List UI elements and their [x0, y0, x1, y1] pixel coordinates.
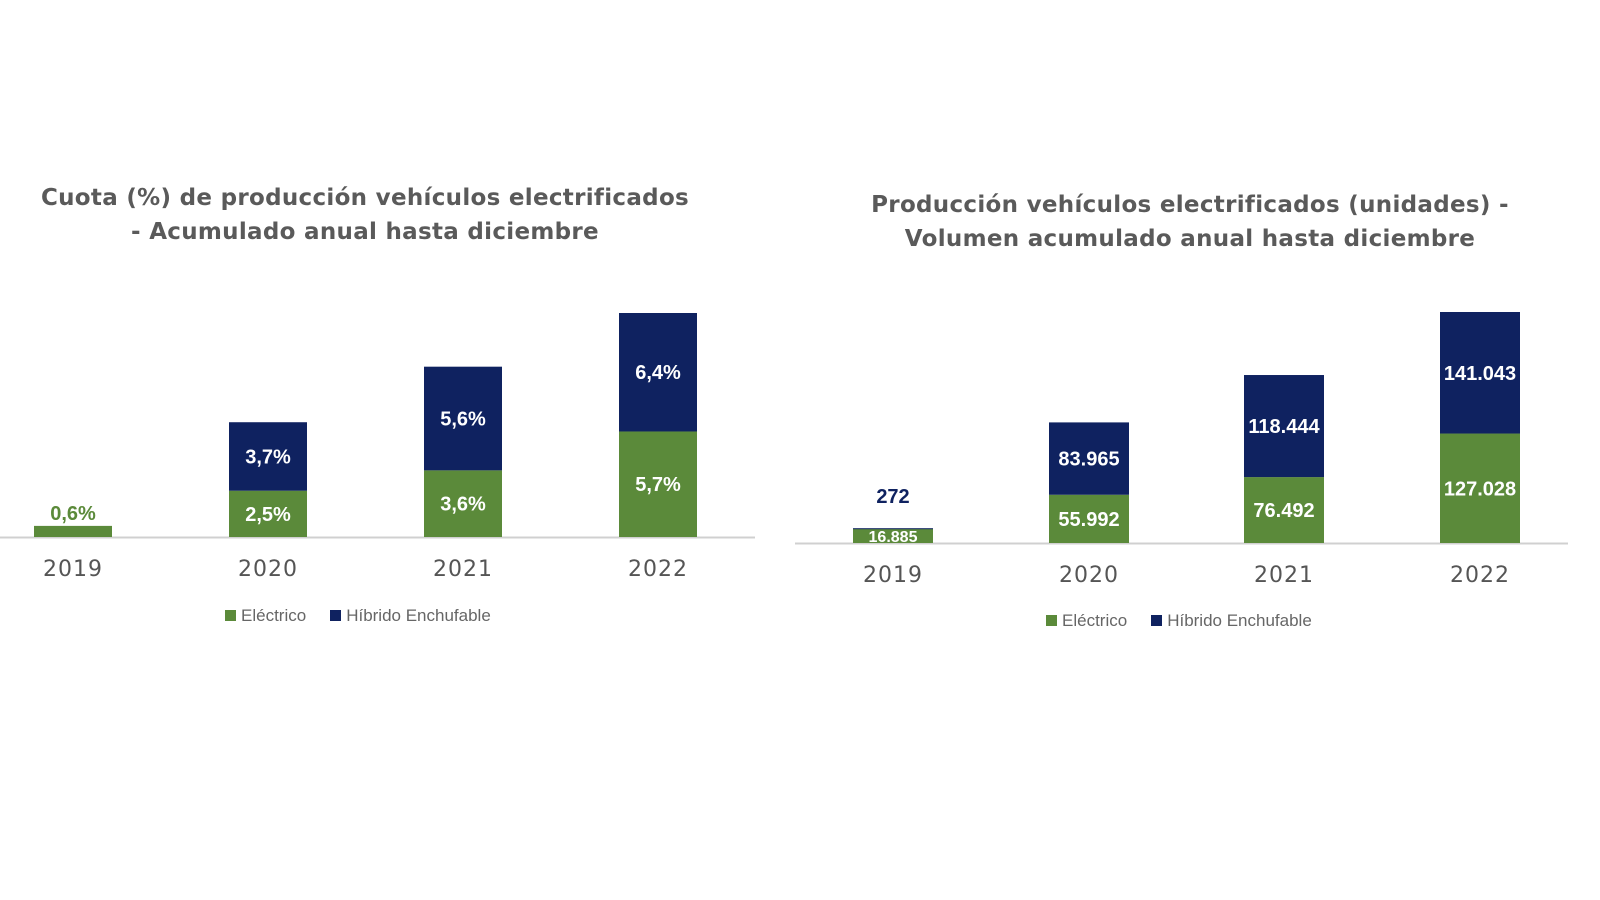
x-tick-label: 2022 — [628, 557, 688, 582]
legend-share: Eléctrico Híbrido Enchufable — [225, 606, 491, 626]
legend-item-hybrid: Híbrido Enchufable — [1151, 611, 1312, 631]
legend-label: Eléctrico — [241, 606, 307, 625]
bar-electric-2020 — [1049, 494, 1129, 543]
legend-label: Híbrido Enchufable — [346, 606, 491, 625]
x-tick-label: 2020 — [238, 557, 298, 582]
legend-label: Híbrido Enchufable — [1167, 611, 1312, 630]
bar-hybrid-2020 — [229, 422, 307, 491]
title-line: Volumen acumulado anual hasta diciembre — [904, 226, 1476, 252]
data-label: 6,4% — [635, 362, 681, 384]
chart-title-volume: Producción vehículos electrificados (uni… — [840, 188, 1540, 256]
legend-label: Eléctrico — [1062, 611, 1128, 630]
data-label: 16.885 — [869, 529, 918, 546]
x-tick-label: 2020 — [1059, 563, 1119, 588]
x-tick-label: 2019 — [43, 557, 103, 582]
legend-volume: Eléctrico Híbrido Enchufable — [1046, 611, 1312, 631]
legend-swatch-electric — [225, 610, 236, 621]
data-label: 2,5% — [245, 504, 291, 526]
legend-item-hybrid: Híbrido Enchufable — [330, 606, 491, 626]
bar-hybrid-2019 — [853, 528, 933, 530]
data-label: 0,6% — [50, 503, 96, 525]
legend-item-electric: Eléctrico — [225, 606, 306, 626]
bar-electric-2022 — [619, 431, 697, 537]
data-label: 5,7% — [635, 474, 681, 496]
data-label: 272 — [876, 486, 909, 508]
data-label: 118.444 — [1248, 416, 1320, 438]
bar-hybrid-2021 — [424, 366, 502, 471]
bar-electric-2022 — [1440, 433, 1520, 543]
chart-title-share: Cuota (%) de producción vehículos electr… — [20, 181, 710, 249]
x-tick-label: 2021 — [433, 557, 493, 582]
legend-swatch-hybrid — [1151, 615, 1163, 626]
data-label: 141.043 — [1444, 363, 1516, 385]
title-line: Producción vehículos electrificados (uni… — [871, 192, 1509, 218]
data-label: 76.492 — [1253, 500, 1314, 522]
legend-swatch-electric — [1046, 615, 1057, 626]
data-label: 83.965 — [1058, 449, 1119, 471]
bar-electric-2020 — [229, 490, 307, 537]
bar-electric-2021 — [1244, 477, 1324, 543]
x-tick-label: 2021 — [1254, 563, 1314, 588]
x-tick-label: 2022 — [1450, 563, 1510, 588]
bar-hybrid-2022 — [619, 313, 697, 432]
data-label: 3,6% — [440, 494, 486, 516]
x-tick-label: 2019 — [863, 563, 923, 588]
title-line: Cuota (%) de producción vehículos electr… — [40, 185, 690, 211]
bar-electric-2021 — [424, 470, 502, 537]
bar-electric-2019 — [853, 528, 933, 543]
data-label: 5,6% — [440, 409, 486, 431]
data-label: 127.028 — [1444, 478, 1516, 500]
bar-hybrid-2022 — [1440, 312, 1520, 434]
data-label: 3,7% — [245, 446, 291, 468]
legend-item-electric: Eléctrico — [1046, 611, 1127, 631]
data-label: 55.992 — [1058, 509, 1119, 531]
title-line: - Acumulado anual hasta diciembre — [131, 219, 599, 245]
bar-hybrid-2021 — [1244, 375, 1324, 478]
legend-swatch-hybrid — [330, 610, 342, 621]
bar-hybrid-2020 — [1049, 422, 1129, 495]
bar-electric-2019 — [34, 525, 112, 537]
